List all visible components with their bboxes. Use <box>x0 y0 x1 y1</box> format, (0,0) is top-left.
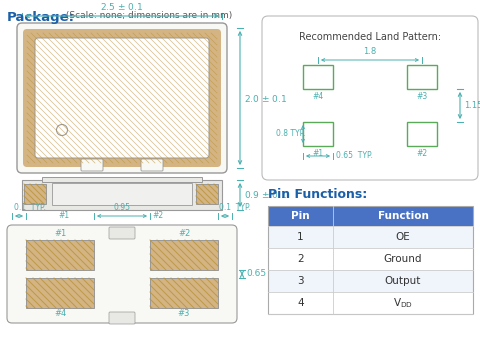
Bar <box>22 180 222 210</box>
FancyBboxPatch shape <box>7 225 237 323</box>
Text: Pin: Pin <box>291 211 310 221</box>
Text: #1: #1 <box>58 211 69 220</box>
Bar <box>52 183 192 205</box>
Text: 1.8: 1.8 <box>363 47 377 56</box>
Text: 3: 3 <box>297 276 304 286</box>
Text: #4: #4 <box>312 92 324 101</box>
Bar <box>24 184 46 204</box>
Text: #2: #2 <box>152 211 163 220</box>
FancyBboxPatch shape <box>141 159 163 171</box>
Bar <box>26 278 94 308</box>
Bar <box>196 184 218 204</box>
FancyBboxPatch shape <box>109 227 135 239</box>
Text: 0.95: 0.95 <box>113 203 131 212</box>
Text: Recommended Land Pattern:: Recommended Land Pattern: <box>299 32 441 42</box>
Bar <box>407 122 437 146</box>
Text: 0.8 TYP.: 0.8 TYP. <box>276 130 305 138</box>
Text: 2.0 $\pm$ 0.1: 2.0 $\pm$ 0.1 <box>244 93 287 104</box>
Bar <box>303 122 333 146</box>
Text: Ground: Ground <box>384 254 422 264</box>
Text: 1: 1 <box>297 232 304 242</box>
Text: (Scale: none; dimensions are in mm): (Scale: none; dimensions are in mm) <box>63 11 232 20</box>
Text: 0.9 $\pm$ 0.1: 0.9 $\pm$ 0.1 <box>244 189 287 200</box>
Text: 0.1  TYP.: 0.1 TYP. <box>14 203 46 212</box>
Bar <box>303 65 333 89</box>
Text: Function: Function <box>378 211 429 221</box>
Text: #1: #1 <box>312 149 324 158</box>
Text: #3: #3 <box>178 309 190 318</box>
Text: 4: 4 <box>297 298 304 308</box>
Text: 1.15: 1.15 <box>464 101 480 110</box>
Text: #4: #4 <box>54 309 66 318</box>
FancyBboxPatch shape <box>262 16 478 180</box>
Bar <box>42 177 202 182</box>
Bar <box>268 292 473 314</box>
Text: #2: #2 <box>178 229 190 238</box>
Bar <box>268 206 473 314</box>
Bar <box>268 270 473 292</box>
Text: 0.1  TYP.: 0.1 TYP. <box>219 203 251 212</box>
Text: Package:: Package: <box>7 11 75 24</box>
Bar <box>268 248 473 270</box>
Text: OE: OE <box>396 232 410 242</box>
Text: Output: Output <box>385 276 421 286</box>
Text: V$_{\rm DD}$: V$_{\rm DD}$ <box>393 296 413 310</box>
Text: Pin Functions:: Pin Functions: <box>268 188 367 201</box>
Bar <box>268 226 473 248</box>
Text: #3: #3 <box>416 92 428 101</box>
Text: #1: #1 <box>54 229 66 238</box>
Text: 0.65: 0.65 <box>246 269 266 278</box>
FancyBboxPatch shape <box>17 23 227 173</box>
Bar <box>150 240 218 270</box>
Text: 0.65  TYP.: 0.65 TYP. <box>336 152 373 161</box>
FancyBboxPatch shape <box>81 159 103 171</box>
Bar <box>150 278 218 308</box>
Text: 2.5 $\pm$ 0.1: 2.5 $\pm$ 0.1 <box>100 1 144 12</box>
FancyBboxPatch shape <box>23 29 221 167</box>
Text: 2: 2 <box>297 254 304 264</box>
Bar <box>407 65 437 89</box>
FancyBboxPatch shape <box>35 38 209 158</box>
Text: #2: #2 <box>417 149 428 158</box>
Bar <box>26 240 94 270</box>
Bar <box>268 206 473 226</box>
FancyBboxPatch shape <box>109 312 135 324</box>
